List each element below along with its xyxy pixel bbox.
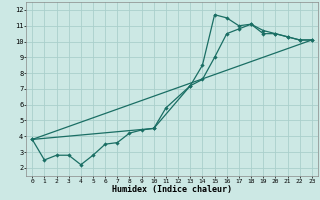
X-axis label: Humidex (Indice chaleur): Humidex (Indice chaleur) <box>112 185 232 194</box>
